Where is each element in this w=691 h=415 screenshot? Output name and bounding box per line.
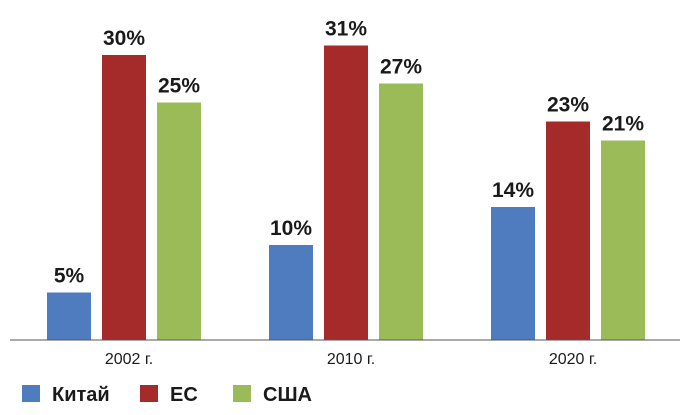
legend-label-eu: ЕС — [170, 384, 198, 406]
data-label-usa-3: 21% — [602, 113, 644, 136]
data-label-eu-2: 31% — [325, 18, 367, 41]
data-label-eu-1: 30% — [103, 27, 145, 50]
legend-label-usa: США — [263, 384, 312, 406]
bar-usa-1 — [157, 102, 201, 340]
data-label-china-1: 5% — [54, 265, 85, 288]
x-tick-labels-group: 2002 г. 2010 г. 2020 г. — [105, 351, 597, 368]
legend: Китай ЕС США — [22, 384, 312, 406]
bar-china-2 — [269, 245, 313, 340]
bar-eu-1 — [102, 55, 146, 340]
data-label-usa-1: 25% — [158, 75, 200, 98]
data-label-china-3: 14% — [492, 179, 534, 202]
bars-group — [47, 45, 645, 340]
legend-swatch-usa — [233, 385, 251, 402]
x-tick-label-1: 2002 г. — [105, 351, 153, 368]
bar-china-1 — [47, 292, 91, 340]
x-tick-label-3: 2020 г. — [549, 351, 597, 368]
legend-swatch-eu — [140, 385, 158, 402]
bar-china-3 — [491, 207, 535, 340]
data-label-china-2: 10% — [270, 217, 312, 240]
x-tick-label-2: 2010 г. — [327, 351, 375, 368]
bar-usa-3 — [601, 140, 645, 340]
legend-label-china: Китай — [52, 384, 110, 406]
bar-eu-2 — [324, 45, 368, 340]
legend-swatch-china — [22, 385, 40, 402]
bar-usa-2 — [379, 83, 423, 340]
bar-eu-3 — [546, 121, 590, 340]
value-labels-group: 5% 30% 25% 10% 31% 27% 14% 23% 21% — [54, 18, 645, 288]
data-label-eu-3: 23% — [547, 94, 589, 117]
data-label-usa-2: 27% — [380, 56, 422, 79]
